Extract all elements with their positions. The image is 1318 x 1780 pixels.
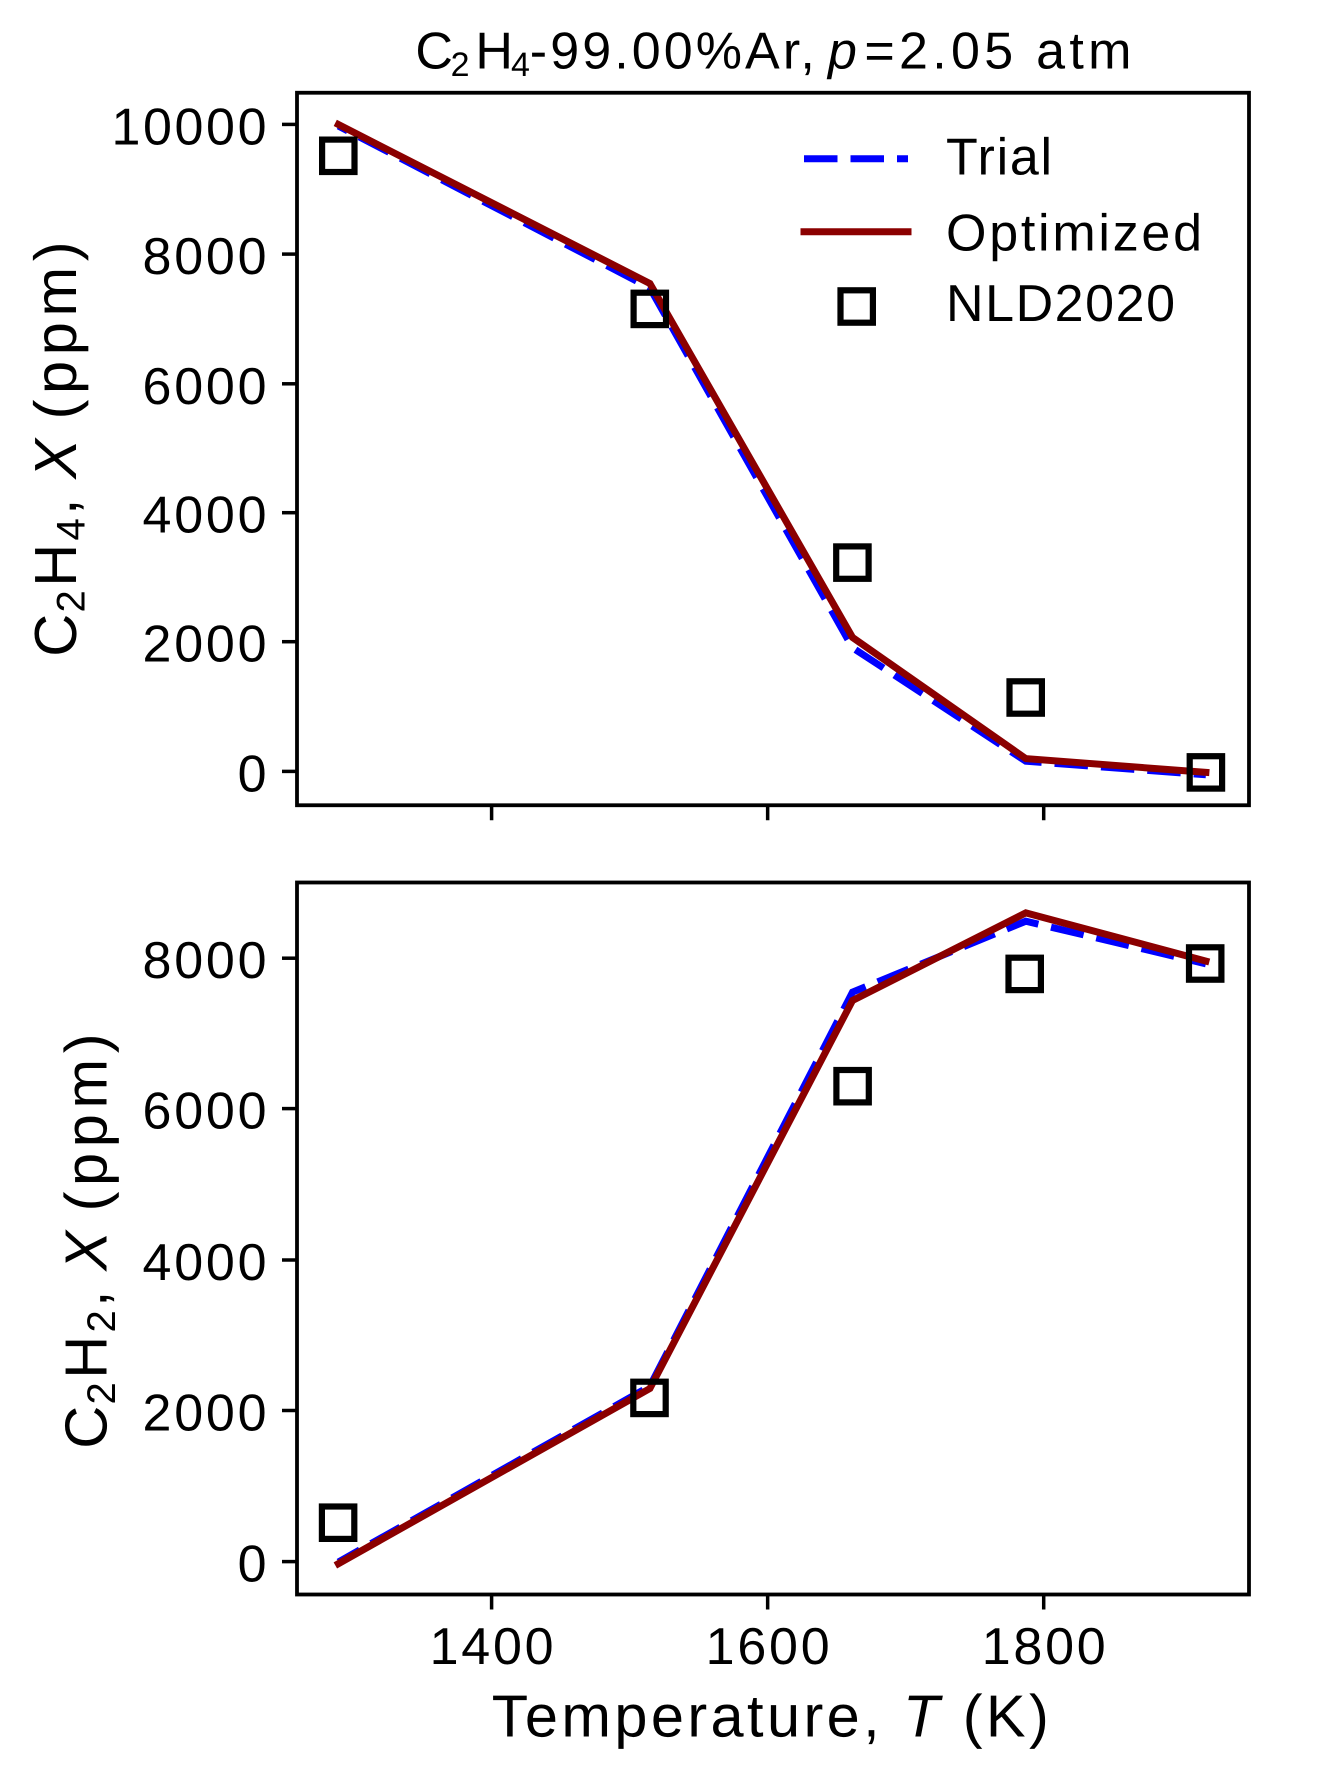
svg-text:4: 4 [50,518,94,540]
svg-text:(ppm): (ppm) [53,1033,120,1211]
svg-text:,: , [53,1290,120,1307]
svg-text:(ppm): (ppm) [22,241,89,419]
svg-text:NLD2020: NLD2020 [946,275,1175,333]
svg-text:0: 0 [238,745,267,803]
svg-text:X: X [22,437,89,481]
svg-text:C: C [22,614,89,657]
svg-text:H: H [22,544,89,587]
svg-text:0: 0 [238,1536,267,1594]
svg-text:X: X [53,1229,120,1273]
svg-text:H: H [53,1336,120,1379]
svg-text:-99.00%Ar,: -99.00%Ar, [530,22,815,80]
svg-text:Trial: Trial [946,128,1052,186]
svg-text:C: C [53,1406,120,1449]
svg-text:Optimized: Optimized [946,204,1202,262]
svg-text:10000: 10000 [112,98,267,156]
svg-text:Temperature, T (K): Temperature, T (K) [492,1683,1052,1750]
svg-text:2: 2 [80,1382,124,1404]
svg-text:2: 2 [80,1310,124,1332]
svg-text:2: 2 [50,590,94,612]
svg-text:=2.05 atm: =2.05 atm [864,22,1131,80]
svg-text:4: 4 [511,46,530,84]
svg-text:2: 2 [451,46,470,84]
svg-text:H: H [475,22,513,80]
svg-text:,: , [22,498,89,515]
svg-text:C: C [415,22,453,80]
svg-text:p: p [826,22,857,80]
